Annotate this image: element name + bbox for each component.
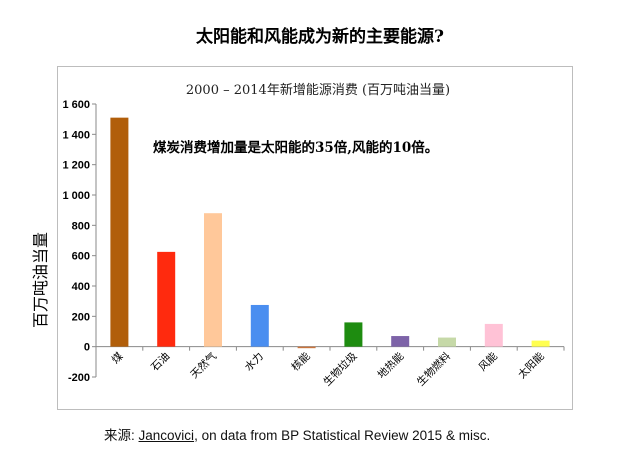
chart-annotation: 煤炭消费增加量是太阳能的35倍,风能的10倍。	[153, 139, 438, 156]
x-tick-label: 煤	[109, 349, 126, 366]
bar	[157, 251, 176, 347]
chart-frame: 2000 – 2014年新增能源消费 (百万吨油当量) 煤炭消费增加量是太阳能的…	[57, 66, 573, 410]
source-prefix: 来源:	[104, 428, 135, 443]
x-tick-label: 天然气	[188, 349, 220, 381]
bars	[110, 117, 550, 349]
y-tick-label: 0	[84, 342, 90, 354]
bar	[344, 322, 363, 347]
bar-chart: 2000 – 2014年新增能源消费 (百万吨油当量) 煤炭消费增加量是太阳能的…	[62, 82, 565, 388]
y-tick-label: 400	[72, 281, 90, 293]
bar	[484, 323, 503, 347]
x-tick-label: 生物垃圾	[321, 349, 360, 388]
y-tick-label: 800	[72, 220, 90, 232]
source-suffix: , on data from BP Statistical Review 201…	[194, 428, 491, 443]
x-tick-label: 核能	[289, 349, 313, 373]
y-tick-label: -200	[68, 372, 90, 384]
x-tick-label: 地热能	[375, 349, 407, 381]
y-axis-label: 百万吨油当量	[31, 232, 50, 328]
x-tick-label: 风能	[476, 349, 500, 373]
y-tick-label: 1 200	[62, 160, 90, 172]
x-tick-label: 水力	[242, 350, 266, 374]
bar	[250, 304, 269, 347]
y-tick-label: 1 000	[62, 190, 90, 202]
x-tick-label: 生物燃料	[414, 349, 453, 388]
x-tick-label: 石油	[148, 350, 172, 374]
bar	[531, 340, 550, 347]
page-title: 太阳能和风能成为新的主要能源?	[196, 27, 444, 47]
source-note: 来源: Jancovici, on data from BP Statistic…	[104, 424, 490, 444]
bar	[110, 117, 129, 347]
y-tick-label: 600	[72, 251, 90, 263]
bar	[391, 336, 410, 347]
chart-title: 2000 – 2014年新增能源消费 (百万吨油当量)	[186, 82, 450, 98]
y-axis-label-container: 百万吨油当量	[31, 232, 50, 328]
x-tick-label: 太阳能	[515, 349, 547, 381]
bar	[438, 337, 456, 347]
bar	[297, 346, 316, 349]
y-tick-label: 1 400	[62, 129, 90, 141]
y-tick-label: 200	[72, 311, 90, 323]
source-link[interactable]: Jancovici	[138, 428, 195, 443]
y-tick-label: 1 600	[62, 99, 90, 111]
bar	[204, 213, 222, 347]
